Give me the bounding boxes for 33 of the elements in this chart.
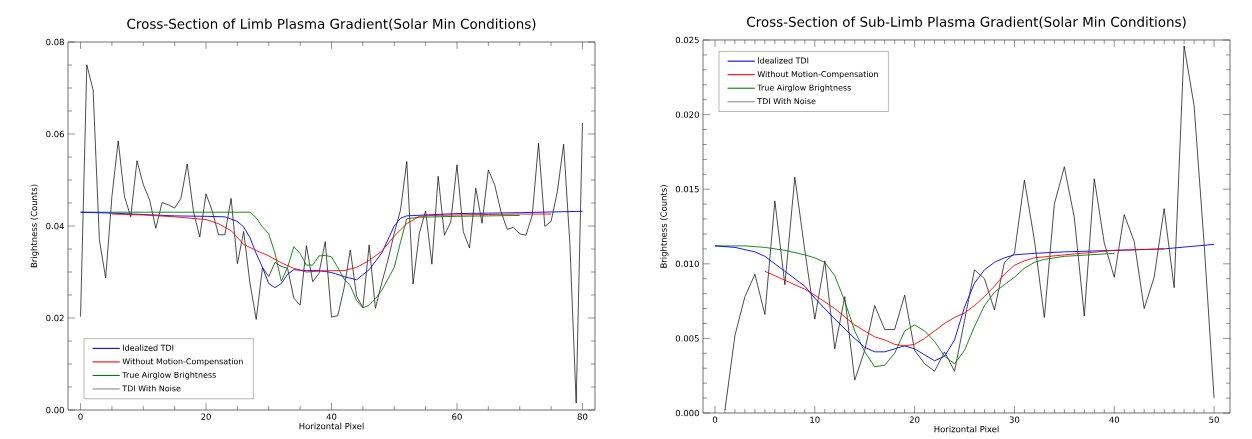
- chart-title: Cross-Section of Limb Plasma Gradient(Solar Min Conditions): [127, 18, 536, 31]
- x-tick-label: 60: [452, 413, 462, 420]
- line-series: [724, 45, 1215, 411]
- y-tick-label: 0.04: [46, 222, 64, 230]
- y-tick-label: 0.00: [46, 406, 64, 414]
- chart-title: Cross-Section of Sub-Limb Plasma Gradient(Solar Min Conditions): [747, 16, 1186, 29]
- y-axis-title: Brightness (Counts): [660, 185, 669, 268]
- x-axis-title: Horizontal Pixel: [299, 422, 364, 430]
- x-tick-label: 40: [326, 413, 337, 420]
- y-tick-label: 0.06: [46, 130, 64, 138]
- x-tick-label: 0: [78, 413, 83, 420]
- y-tick-label: 0.005: [675, 335, 699, 342]
- line-series: [80, 210, 583, 289]
- x-tick-label: 80: [577, 413, 588, 420]
- y-tick-label: 0.02: [46, 314, 64, 322]
- x-tick-label: 10: [810, 416, 820, 423]
- y-axis-title: Brightness (Counts): [30, 184, 39, 268]
- x-tick-label: 40: [1109, 416, 1120, 423]
- x-tick-label: 0: [712, 416, 718, 423]
- x-tick-label: 30: [1009, 416, 1020, 423]
- y-tick-label: 0.025: [675, 36, 699, 44]
- y-tick-label: 0.08: [46, 38, 64, 46]
- y-tick-label: 0.015: [675, 186, 699, 193]
- y-tick-label: 0.010: [675, 260, 699, 268]
- x-axis-title: Horizontal Pixel: [934, 425, 999, 433]
- x-tick-label: 50: [1209, 416, 1219, 423]
- line-series: [111, 213, 552, 273]
- y-tick-label: 0.020: [675, 111, 699, 118]
- line-series: [80, 64, 583, 404]
- x-tick-label: 20: [909, 416, 920, 423]
- y-tick-label: 0.000: [675, 409, 699, 417]
- line-series: [764, 248, 1165, 347]
- x-tick-label: 20: [201, 413, 211, 420]
